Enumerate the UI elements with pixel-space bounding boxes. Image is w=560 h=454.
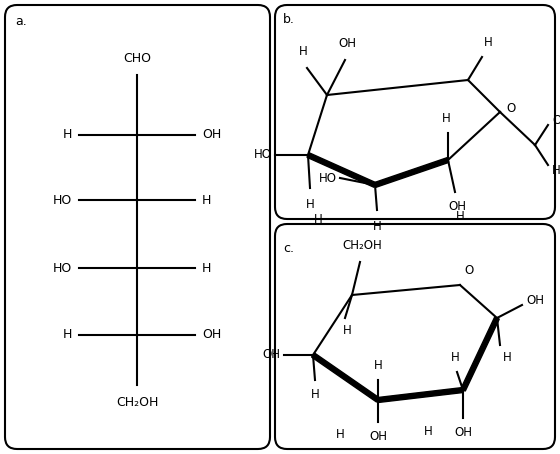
Text: H: H	[423, 425, 432, 438]
Polygon shape	[307, 153, 376, 188]
Polygon shape	[461, 317, 500, 391]
Text: OH: OH	[448, 200, 466, 213]
Text: OH: OH	[202, 329, 221, 341]
Text: OH: OH	[262, 349, 280, 361]
Polygon shape	[377, 388, 463, 403]
Text: H: H	[311, 388, 319, 401]
Text: OH: OH	[526, 293, 544, 306]
Text: H: H	[335, 428, 344, 441]
Text: H: H	[63, 128, 72, 142]
Text: H: H	[298, 45, 307, 58]
FancyBboxPatch shape	[275, 5, 555, 219]
Text: OH: OH	[552, 114, 560, 127]
Text: HO: HO	[53, 262, 72, 275]
Text: CHO: CHO	[123, 51, 151, 64]
Text: H: H	[202, 262, 211, 275]
Polygon shape	[374, 158, 449, 188]
Text: H: H	[503, 351, 512, 364]
Text: H: H	[63, 329, 72, 341]
Text: CH₂OH: CH₂OH	[342, 239, 382, 252]
Text: HO: HO	[319, 172, 337, 184]
Text: OH: OH	[369, 430, 387, 443]
Text: HO: HO	[254, 148, 272, 162]
Text: H: H	[451, 351, 459, 364]
Text: O: O	[464, 264, 473, 277]
Text: O: O	[506, 102, 515, 114]
Text: c.: c.	[283, 242, 294, 255]
Text: OH: OH	[454, 426, 472, 439]
FancyBboxPatch shape	[5, 5, 270, 449]
Text: H: H	[314, 213, 323, 226]
Text: CH₂OH: CH₂OH	[116, 396, 158, 410]
Text: OH: OH	[338, 37, 356, 50]
Text: H: H	[456, 210, 464, 223]
Text: H: H	[372, 220, 381, 233]
Text: H: H	[202, 193, 211, 207]
Text: H: H	[552, 163, 560, 177]
Text: HO: HO	[53, 193, 72, 207]
Polygon shape	[311, 353, 380, 402]
Text: H: H	[442, 112, 450, 125]
Text: H: H	[306, 198, 314, 211]
Text: H: H	[374, 359, 382, 372]
Text: H: H	[343, 324, 351, 337]
FancyBboxPatch shape	[275, 224, 555, 449]
Text: OH: OH	[202, 128, 221, 142]
Text: b.: b.	[283, 13, 295, 26]
Text: a.: a.	[15, 15, 27, 28]
Text: H: H	[484, 36, 493, 49]
